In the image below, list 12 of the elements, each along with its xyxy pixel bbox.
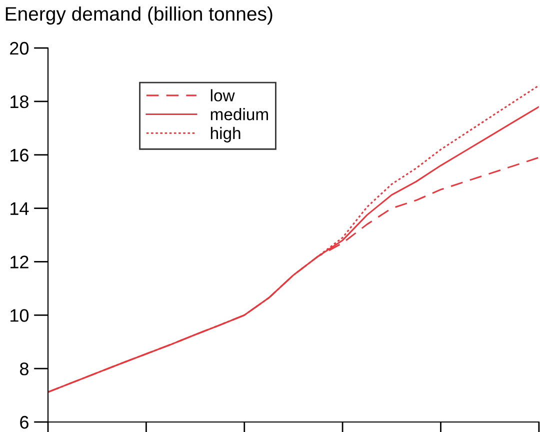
y-tick-label: 14 bbox=[10, 202, 29, 215]
y-tick-label: 18 bbox=[10, 95, 28, 108]
y-tick-label: 16 bbox=[10, 148, 28, 162]
y-tick-label: 20 bbox=[10, 42, 29, 55]
y-tick-label: 6 bbox=[20, 416, 28, 429]
legend-label: medium bbox=[210, 108, 268, 120]
legend-label: high bbox=[210, 126, 240, 142]
y-tick-label: 10 bbox=[10, 309, 29, 322]
y-tick-label: 8 bbox=[20, 362, 28, 376]
chart-title: Energy demand (billion tonnes) bbox=[6, 6, 272, 25]
legend-label: low bbox=[210, 89, 235, 102]
y-tick-label: 12 bbox=[10, 256, 28, 268]
